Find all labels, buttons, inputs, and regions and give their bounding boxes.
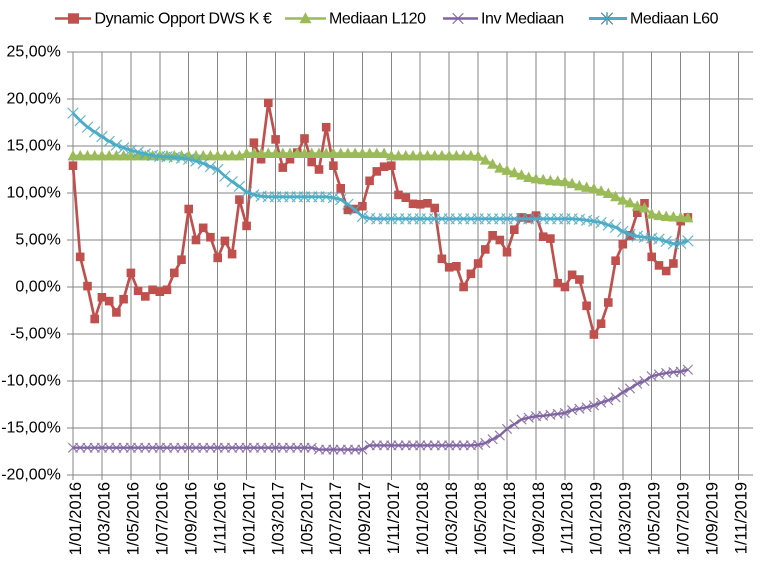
svg-text:1/01/2017: 1/01/2017: [240, 482, 258, 555]
svg-text:0,00%: 0,00%: [15, 279, 60, 296]
svg-text:1/07/2017: 1/07/2017: [327, 482, 345, 555]
svg-text:1/11/2018: 1/11/2018: [559, 482, 577, 554]
svg-text:-10,00%: -10,00%: [1, 373, 61, 390]
svg-text:15,00%: 15,00%: [7, 138, 61, 155]
svg-text:1/03/2016: 1/03/2016: [96, 482, 114, 555]
svg-text:20,00%: 20,00%: [7, 91, 61, 108]
svg-text:1/01/2016: 1/01/2016: [67, 482, 85, 555]
svg-text:1/07/2018: 1/07/2018: [501, 482, 519, 555]
svg-text:Mediaan L60: Mediaan L60: [630, 11, 719, 28]
svg-text:5,00%: 5,00%: [15, 232, 60, 249]
svg-text:Inv Mediaan: Inv Mediaan: [481, 11, 564, 28]
svg-text:1/11/2019: 1/11/2019: [732, 482, 750, 554]
svg-text:1/09/2016: 1/09/2016: [183, 482, 201, 555]
svg-text:Mediaan L120: Mediaan L120: [329, 11, 426, 28]
svg-text:1/09/2017: 1/09/2017: [356, 482, 374, 555]
svg-text:1/01/2019: 1/01/2019: [588, 482, 606, 555]
svg-text:1/09/2018: 1/09/2018: [530, 482, 548, 555]
svg-text:-20,00%: -20,00%: [1, 467, 61, 484]
svg-text:1/05/2017: 1/05/2017: [298, 482, 316, 555]
svg-text:1/11/2016: 1/11/2016: [212, 482, 230, 554]
svg-text:-5,00%: -5,00%: [10, 326, 61, 343]
svg-text:-15,00%: -15,00%: [1, 420, 61, 437]
svg-text:1/07/2019: 1/07/2019: [675, 482, 693, 555]
svg-text:1/03/2017: 1/03/2017: [269, 482, 287, 555]
svg-text:1/03/2019: 1/03/2019: [617, 482, 635, 555]
svg-text:1/09/2019: 1/09/2019: [703, 482, 721, 555]
svg-text:10,00%: 10,00%: [7, 185, 61, 202]
svg-text:1/05/2016: 1/05/2016: [125, 482, 143, 555]
svg-text:1/07/2016: 1/07/2016: [154, 482, 172, 555]
svg-text:1/05/2018: 1/05/2018: [472, 482, 490, 555]
svg-text:25,00%: 25,00%: [7, 44, 61, 61]
svg-text:Dynamic Opport DWS K €: Dynamic Opport DWS K €: [95, 11, 273, 28]
svg-text:1/05/2019: 1/05/2019: [646, 482, 664, 555]
svg-text:1/11/2017: 1/11/2017: [385, 482, 403, 554]
svg-text:1/03/2018: 1/03/2018: [443, 482, 461, 555]
svg-text:1/01/2018: 1/01/2018: [414, 482, 432, 555]
